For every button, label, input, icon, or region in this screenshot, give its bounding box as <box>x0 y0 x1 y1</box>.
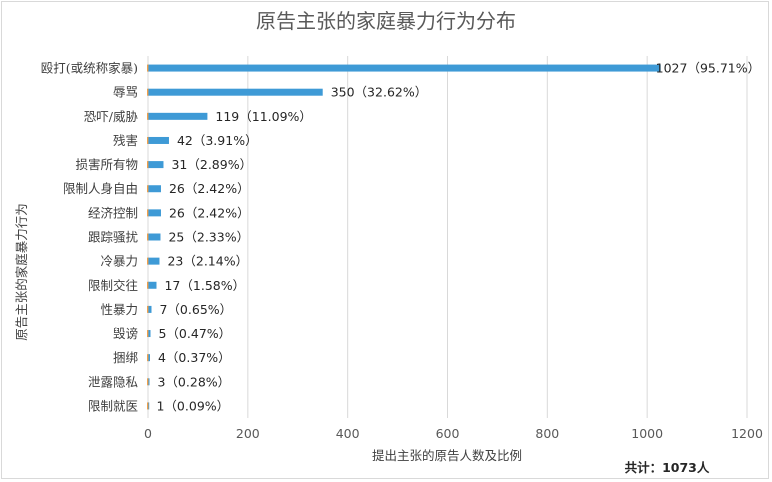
data-labels: 1027（95.71%） 350（32.62%） 119（11.09%） 42（3.9… <box>156 61 760 414</box>
x-axis-title: 提出主张的原告人数及比例 <box>372 448 522 463</box>
bar <box>148 136 169 144</box>
data-label: 1（0.09%） <box>156 398 229 413</box>
category-label: 毁谤 <box>113 326 138 341</box>
bar-start-marker <box>147 305 149 313</box>
data-label: 26（2.42%） <box>169 205 250 220</box>
bar <box>148 64 661 72</box>
total-annotation: 共计：1073人 <box>625 460 710 475</box>
data-label: 23（2.14%） <box>167 254 248 269</box>
x-tick-label: 200 <box>236 426 260 441</box>
bar <box>148 88 323 96</box>
bar-start-marker <box>147 402 149 410</box>
category-label: 限制就医 <box>88 398 138 413</box>
bars <box>147 64 661 410</box>
category-label: 限制人身自由 <box>63 181 138 196</box>
data-label: 3（0.28%） <box>157 374 230 389</box>
bar <box>148 354 150 362</box>
bar-start-marker <box>147 233 149 241</box>
category-label: 跟踪骚扰 <box>88 230 139 245</box>
bar <box>148 281 157 289</box>
y-axis-title: 原告主张的家庭暴力行为 <box>14 203 29 341</box>
bar-start-marker <box>147 161 149 169</box>
bar-start-marker <box>147 378 149 386</box>
data-label: 1027（95.71%） <box>656 61 760 76</box>
x-tick-label: 1200 <box>731 426 763 441</box>
category-label: 残害 <box>113 133 138 148</box>
x-tick-label: 400 <box>336 426 360 441</box>
chart-title: 原告主张的家庭暴力行为分布 <box>256 9 516 33</box>
bar <box>148 330 151 338</box>
data-label: 17（1.58%） <box>164 278 245 293</box>
bar <box>148 209 161 217</box>
x-tick-label: 600 <box>436 426 460 441</box>
category-label: 恐吓/威胁 <box>84 109 138 124</box>
bar <box>148 305 152 313</box>
bar-start-marker <box>147 136 149 144</box>
data-label: 7（0.65%） <box>159 302 232 317</box>
bar-start-marker <box>147 330 149 338</box>
bar-start-marker <box>147 257 149 265</box>
category-label: 捆绑 <box>113 350 138 365</box>
bar <box>148 185 161 193</box>
category-label: 辱骂 <box>113 85 138 100</box>
bar <box>148 378 150 386</box>
category-labels: 殴打(或统称家暴) 辱骂恐吓/威胁残害损害所有物限制人身自由经济控制跟踪骚扰冷暴力… <box>41 61 139 414</box>
category-label: 殴打(或统称家暴) <box>41 61 138 76</box>
category-label: 性暴力 <box>100 302 138 317</box>
category-label: 限制交往 <box>88 278 138 293</box>
data-label: 26（2.42%） <box>169 181 250 196</box>
category-label: 经济控制 <box>88 205 138 220</box>
data-label: 31（2.89%） <box>171 157 252 172</box>
bar <box>148 402 150 410</box>
bar-start-marker <box>147 88 149 96</box>
category-label: 泄露隐私 <box>88 374 138 389</box>
data-label: 119（11.09%） <box>215 109 312 124</box>
bar-start-marker <box>147 209 149 217</box>
data-label: 42（3.91%） <box>177 133 258 148</box>
x-tick-label: 800 <box>535 426 559 441</box>
bar-start-marker <box>147 354 149 362</box>
bar <box>148 112 208 120</box>
category-label: 冷暴力 <box>100 254 138 269</box>
data-label: 5（0.47%） <box>158 326 231 341</box>
x-tick-label: 0 <box>144 426 152 441</box>
category-label: 损害所有物 <box>75 157 138 172</box>
data-label: 350（32.62%） <box>331 85 428 100</box>
bar <box>148 257 160 265</box>
x-tick-labels: 0 200 400 600 800 1000 1200 <box>144 426 763 441</box>
data-label: 4（0.37%） <box>158 350 231 365</box>
x-tick-label: 1000 <box>631 426 663 441</box>
bar-start-marker <box>147 64 149 72</box>
bar <box>148 161 164 169</box>
bar-start-marker <box>147 185 149 193</box>
bar <box>148 233 161 241</box>
bar-start-marker <box>147 112 149 120</box>
data-label: 25（2.33%） <box>168 230 249 245</box>
bar-start-marker <box>147 281 149 289</box>
